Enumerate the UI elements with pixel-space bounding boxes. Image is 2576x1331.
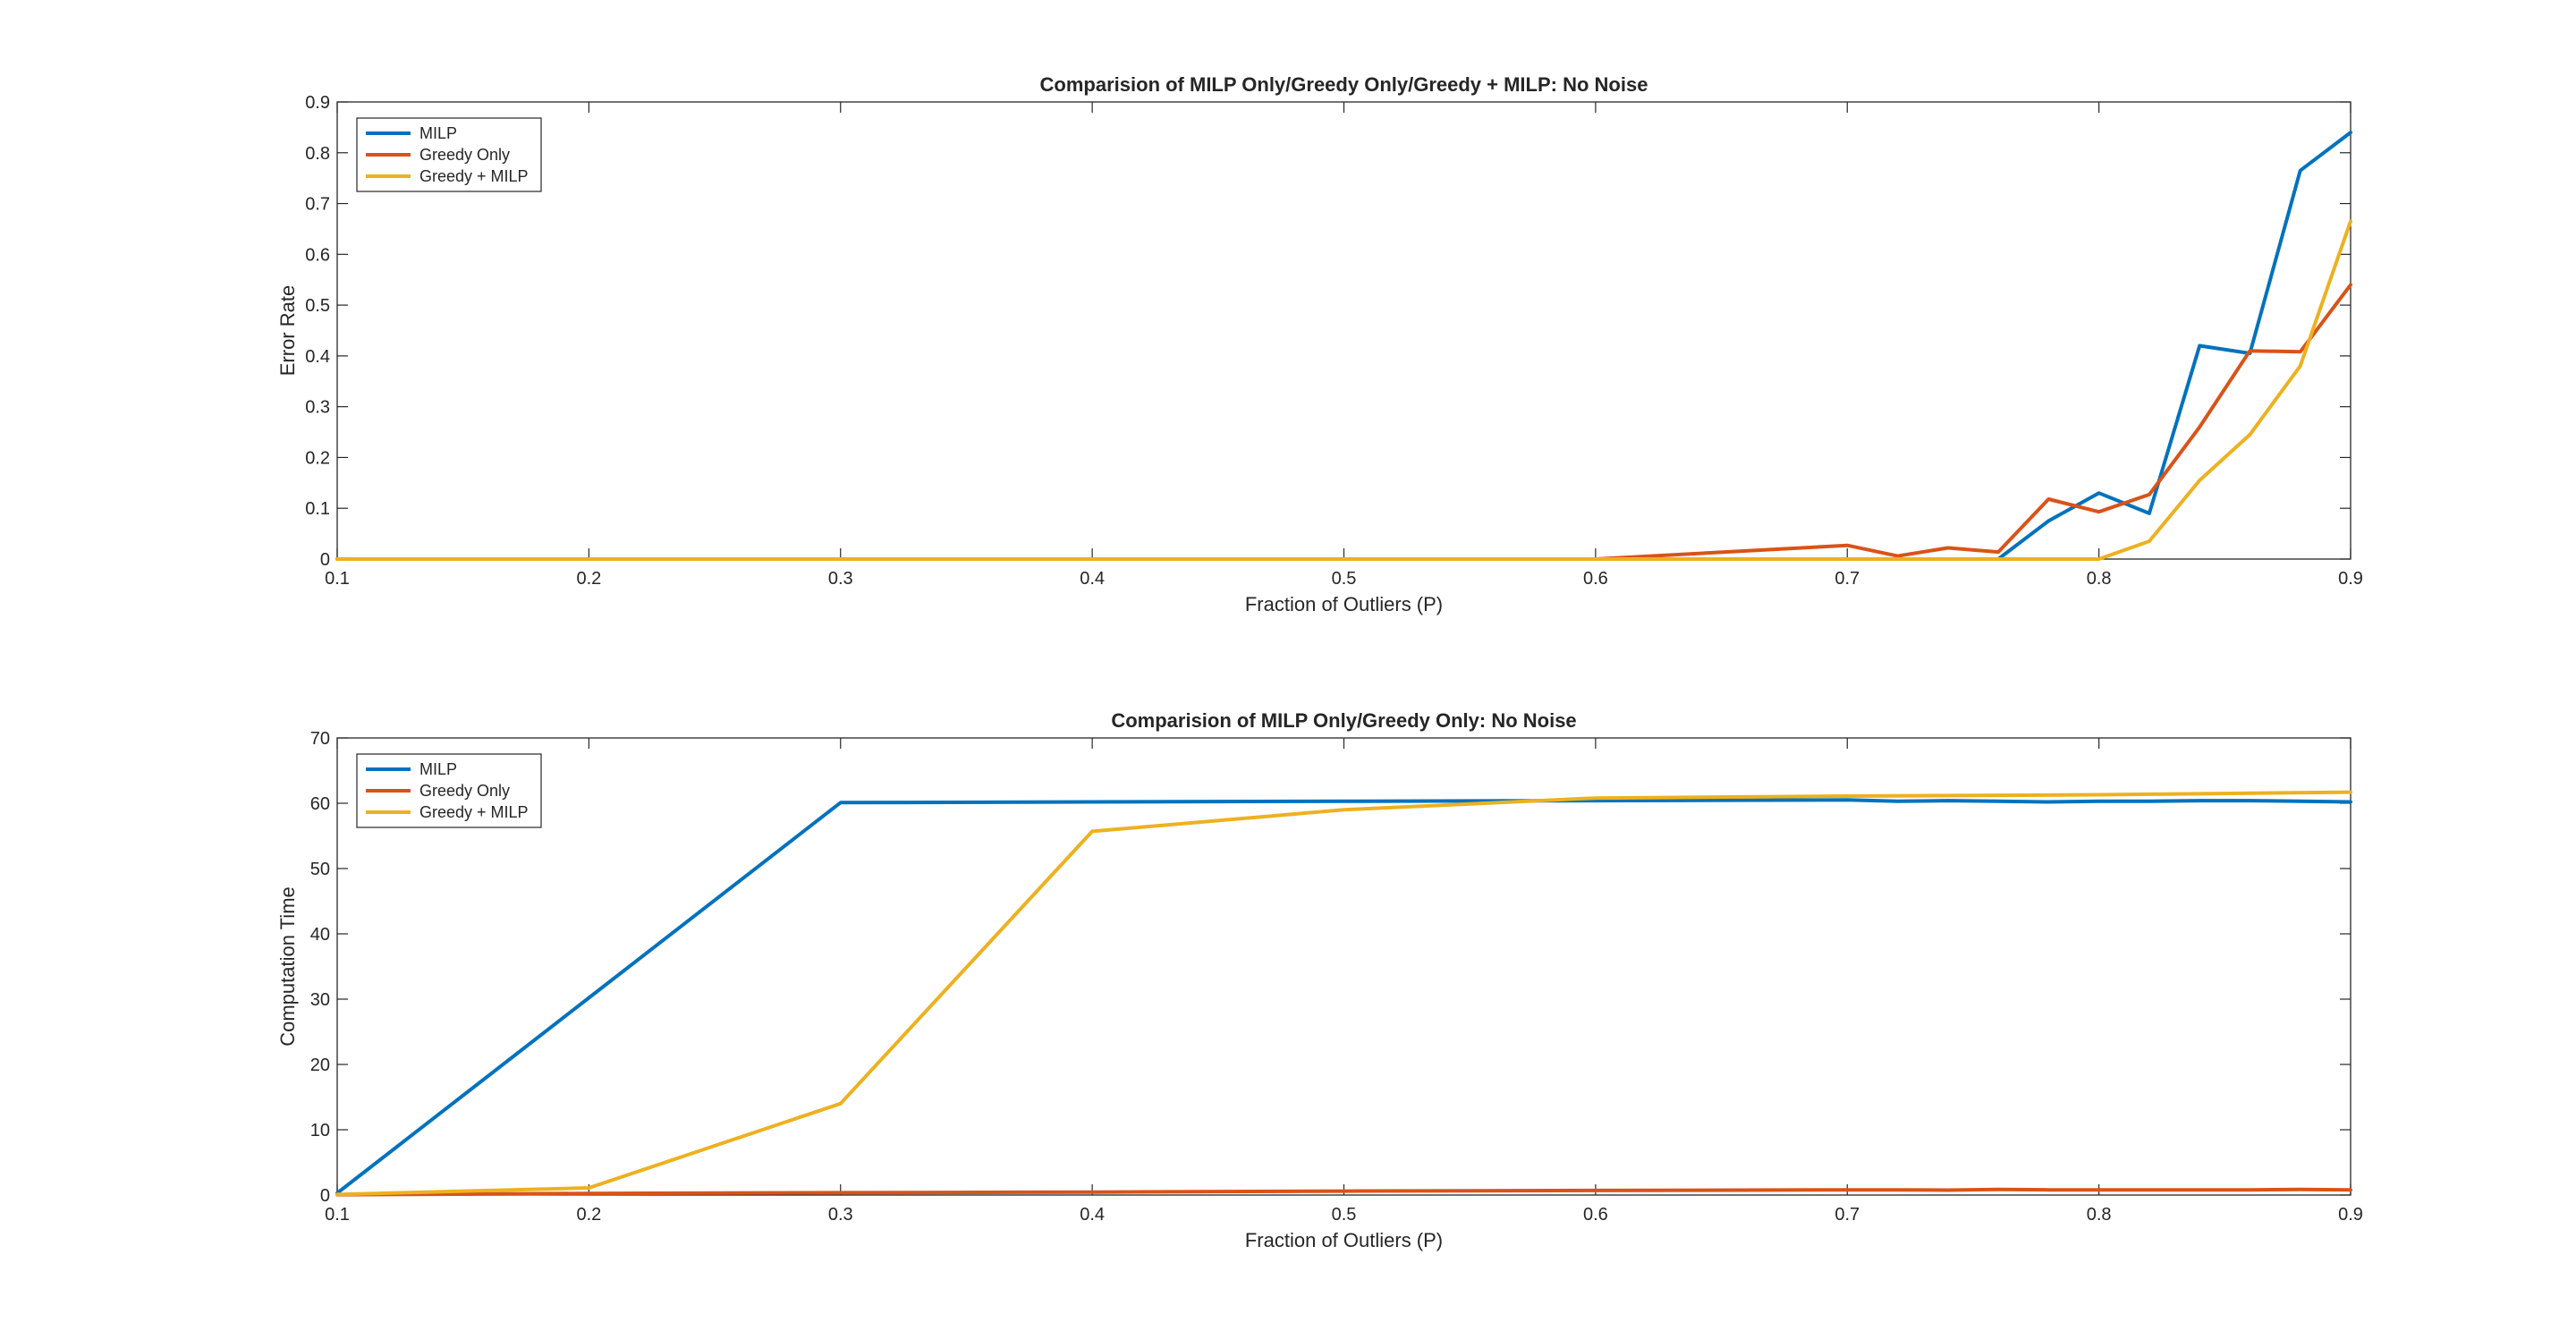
- chart-error-rate: 0.1 0.2 0.3 0.4 0.5 0.6 0.7 0.8 0.900.10.20.30.4…: [276, 73, 2363, 615]
- y-tick-label: 0: [320, 550, 330, 570]
- series-line-greedy-milp: [335, 790, 2352, 1197]
- chart-title: Comparision of MILP Only/Greedy Only/Gre…: [1040, 73, 1648, 96]
- x-tick-label: 0.8: [2087, 1205, 2112, 1225]
- plot-area: [336, 101, 2351, 560]
- series-line-greedy-milp: [335, 219, 2352, 561]
- x-tick-label: 0.5: [1332, 569, 1357, 589]
- y-tick-label: 30: [310, 990, 330, 1010]
- legend-box: [356, 117, 542, 192]
- y-tick-label: 0.7: [305, 195, 330, 215]
- x-tick-label: 0.5: [1332, 1205, 1357, 1225]
- legend-entry: MILP: [419, 760, 457, 778]
- legend-entry: Greedy Only: [419, 146, 510, 164]
- legend-entry: Greedy + MILP: [419, 803, 529, 821]
- x-tick-label: 0.8: [2087, 569, 2112, 589]
- y-tick-label: 0.1: [305, 499, 330, 519]
- x-tick-label: 0.1: [325, 569, 350, 589]
- y-tick-label: 70: [310, 729, 330, 749]
- x-tick-label: 0.9: [2338, 569, 2363, 589]
- x-tick-label: 0.1: [325, 1205, 350, 1225]
- y-tick-label: 0.6: [305, 245, 330, 265]
- x-tick-label: 0.4: [1080, 1205, 1105, 1225]
- y-axis-label: Error Rate: [276, 285, 299, 376]
- x-tick-label: 0.6: [1583, 1205, 1608, 1225]
- x-tick-label: 0.6: [1583, 569, 1608, 589]
- legend: MILP Greedy Only Greedy + MILP: [356, 117, 542, 192]
- x-axis-label: Fraction of Outliers (P): [1245, 593, 1443, 615]
- plot-area: [336, 737, 2351, 1196]
- series-line-greedy-only: [335, 1187, 2352, 1197]
- x-tick-label: 0.7: [1835, 569, 1860, 589]
- x-axis-label: Fraction of Outliers (P): [1245, 1229, 1443, 1251]
- series-line-milp: [335, 798, 2352, 1195]
- y-tick-label: 0.2: [305, 448, 330, 468]
- legend-entry: Greedy + MILP: [419, 167, 529, 185]
- legend-entry: Greedy Only: [419, 782, 510, 800]
- x-tick-label: 0.4: [1080, 569, 1105, 589]
- x-tick-label: 0.3: [828, 1205, 853, 1225]
- y-tick-label: 20: [310, 1055, 330, 1075]
- legend: MILP Greedy Only Greedy + MILP: [356, 753, 542, 828]
- y-tick-label: 60: [310, 794, 330, 814]
- y-tick-label: 0.3: [305, 398, 330, 418]
- x-tick-label: 0.2: [576, 569, 601, 589]
- y-tick-label: 40: [310, 925, 330, 945]
- y-tick-label: 0.5: [305, 296, 330, 316]
- y-tick-label: 0.4: [305, 347, 330, 367]
- y-tick-label: 0.9: [305, 93, 330, 113]
- chart-title: Comparision of MILP Only/Greedy Only: No…: [1111, 709, 1576, 732]
- y-tick-label: 50: [310, 860, 330, 879]
- y-tick-label: 0: [320, 1186, 330, 1206]
- chart-computation-time: 0.1 0.2 0.3 0.4 0.5 0.6 0.7 0.8 0.9 0 10 20 30 40 50 60…: [276, 709, 2363, 1251]
- y-tick-label: 0.8: [305, 144, 330, 164]
- x-tick-label: 0.2: [576, 1205, 601, 1225]
- x-tick-label: 0.7: [1835, 1205, 1860, 1225]
- x-tick-label: 0.3: [828, 569, 853, 589]
- y-axis-label: Computation Time: [276, 886, 299, 1047]
- y-tick-label: 10: [310, 1121, 330, 1140]
- x-tick-label: 0.9: [2338, 1205, 2363, 1225]
- legend-entry: MILP: [419, 124, 457, 142]
